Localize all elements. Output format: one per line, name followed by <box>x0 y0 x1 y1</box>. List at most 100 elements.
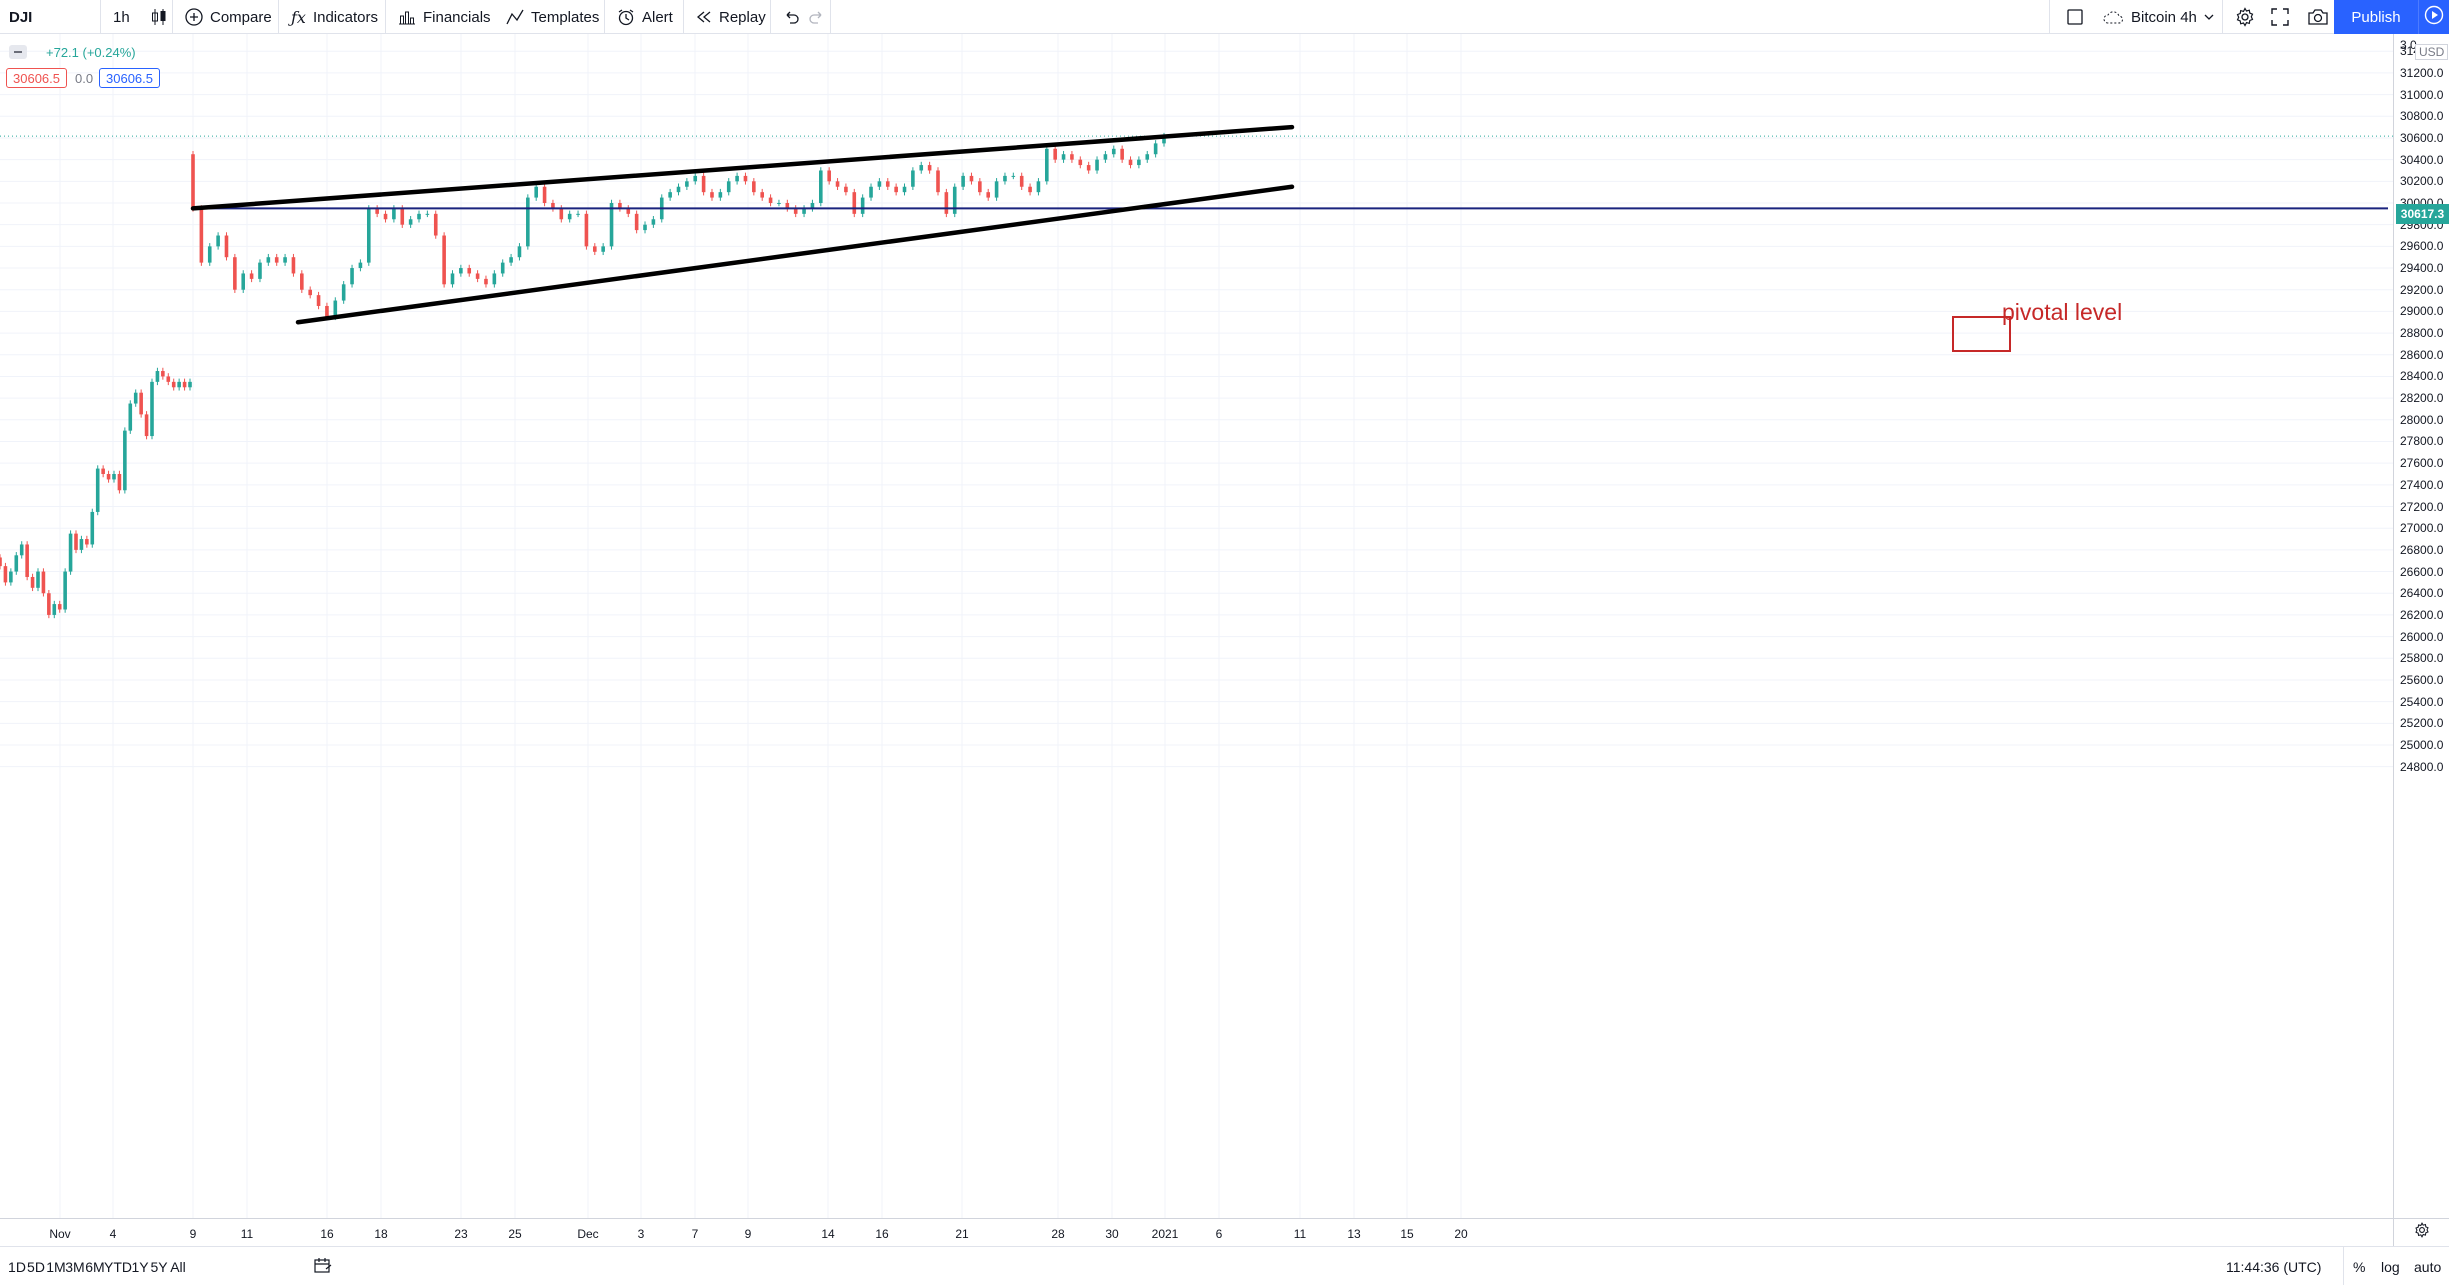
indicators-label: Indicators <box>312 8 378 26</box>
candle-body <box>1111 148 1116 155</box>
range-button-3m[interactable]: 3M <box>65 1259 85 1275</box>
range-button-ytd[interactable]: YTD <box>104 1259 132 1275</box>
financials-button[interactable]: Financials <box>389 0 500 34</box>
publish-button[interactable]: Publish <box>2334 0 2418 34</box>
undo-button[interactable] <box>774 0 808 34</box>
candle-body <box>927 165 932 171</box>
auto-toggle[interactable]: auto <box>2414 1259 2442 1275</box>
candle-body <box>1061 154 1066 160</box>
compare-button[interactable]: Compare <box>176 0 281 34</box>
time-tick: 13 <box>1347 1227 1361 1241</box>
candle-body <box>400 208 405 225</box>
candle-body <box>1120 148 1124 160</box>
candle-body <box>325 305 329 317</box>
chart-type-button[interactable] <box>142 0 176 34</box>
candle-body <box>1145 154 1150 160</box>
candle-body <box>944 192 949 214</box>
fullscreen-layout-button[interactable] <box>2057 0 2093 34</box>
bar-chart-icon <box>398 9 416 25</box>
candle-body <box>526 197 530 247</box>
time-tick: 3 <box>637 1227 645 1241</box>
candle-body <box>150 381 154 437</box>
candle-body <box>1137 159 1141 166</box>
symbol-search[interactable]: DJI <box>0 0 53 34</box>
candle-body <box>57 604 62 610</box>
price-tick: 30600.0 <box>2400 130 2444 145</box>
axis-settings-button[interactable] <box>2393 1218 2449 1246</box>
snapshot-button[interactable] <box>2298 0 2338 34</box>
candle-body <box>752 181 756 193</box>
layout-menu-button[interactable]: Bitcoin 4h <box>2093 0 2223 34</box>
fullscreen-button[interactable] <box>2262 0 2298 34</box>
range-button-1d[interactable]: 1D <box>8 1259 26 1275</box>
lower-trendline[interactable] <box>295 184 1295 325</box>
time-tick: 30 <box>1105 1227 1119 1241</box>
upper-trendline[interactable] <box>190 124 1295 211</box>
candle-body <box>685 181 689 187</box>
currency-label[interactable]: USD <box>2415 44 2449 60</box>
candle-body <box>155 371 160 382</box>
price-tick: 29400.0 <box>2400 261 2444 276</box>
candle-body <box>52 604 57 615</box>
bottom-toolbar: 1D 5D 1M 3M 6M YTD 1Y 5Y All 11:44:36 (UTC) % lo… <box>0 1246 2449 1285</box>
range-button-1y[interactable]: 1Y <box>131 1259 149 1275</box>
candle-body <box>785 203 790 209</box>
sell-button[interactable]: 30606.5 <box>6 68 67 88</box>
candle-body <box>1028 186 1032 193</box>
price-tick: 31000.0 <box>2400 87 2444 102</box>
bottom-divider <box>2343 1247 2344 1285</box>
candle-body <box>123 430 127 491</box>
interval-button[interactable]: 1h <box>104 0 139 34</box>
percent-toggle[interactable]: % <box>2353 1259 2366 1275</box>
range-button-6m[interactable]: 6M <box>85 1259 105 1275</box>
candle-body <box>885 181 890 187</box>
price-tick: 25600.0 <box>2400 672 2444 687</box>
candle-body <box>433 213 438 236</box>
range-button-all[interactable]: All <box>170 1259 186 1275</box>
financials-label: Financials <box>423 8 491 26</box>
chart-pane[interactable] <box>0 34 2393 1218</box>
buy-button[interactable]: 30606.5 <box>99 68 160 88</box>
time-axis[interactable]: Nov 4 9 11 16 18 23 25 Dec 3 7 9 14 16 21 28 30 2021 6 11 13… <box>0 1218 2393 1246</box>
price-tick: 25800.0 <box>2400 651 2444 666</box>
price-tick: 27400.0 <box>2400 477 2444 492</box>
templates-button[interactable]: Templates <box>497 0 608 34</box>
price-axis[interactable]: 3 0 31400.031200.031000.030800.030600.03… <box>2393 34 2449 1218</box>
candle-body <box>969 175 974 182</box>
toolbar-divider <box>2222 0 2223 34</box>
alert-button[interactable]: Alert <box>608 0 682 34</box>
date-range-icon[interactable] <box>314 1257 332 1278</box>
clock[interactable]: 11:44:36 (UTC) <box>2226 1259 2322 1275</box>
play-circle-icon <box>2424 5 2444 30</box>
settings-button[interactable] <box>2226 0 2264 34</box>
candle-body <box>475 273 480 279</box>
candle-body <box>542 186 547 203</box>
candle-body <box>592 246 597 252</box>
candle-body <box>30 576 35 588</box>
indicators-button[interactable]: ƒx Indicators <box>282 0 387 34</box>
candle-body <box>95 468 100 512</box>
replay-play-button[interactable] <box>2418 0 2449 34</box>
range-button-5d[interactable]: 5D <box>27 1259 45 1275</box>
redo-button[interactable] <box>800 0 834 34</box>
log-toggle[interactable]: log <box>2381 1259 2400 1275</box>
range-button-1m[interactable]: 1M <box>46 1259 66 1275</box>
range-button-5y[interactable]: 5Y <box>150 1259 168 1275</box>
candle-body <box>101 468 105 474</box>
legend-collapse-button[interactable] <box>9 45 27 59</box>
candle-body <box>467 268 472 274</box>
candle-body <box>701 175 706 193</box>
candle-body <box>392 208 396 220</box>
candle-body <box>1045 148 1049 182</box>
gear-icon <box>2414 1222 2430 1243</box>
candle-body <box>827 170 831 182</box>
price-tick: 29000.0 <box>2400 304 2444 319</box>
cloud-icon <box>2102 10 2124 24</box>
price-tick: 26400.0 <box>2400 586 2444 601</box>
annotation-text[interactable]: pivotal level <box>2002 299 2123 325</box>
candle-body <box>450 273 455 285</box>
candle-body <box>0 557 2 567</box>
replay-button[interactable]: Replay <box>687 0 775 34</box>
candle-body <box>777 203 781 204</box>
annotation-rectangle[interactable] <box>1952 316 2011 352</box>
